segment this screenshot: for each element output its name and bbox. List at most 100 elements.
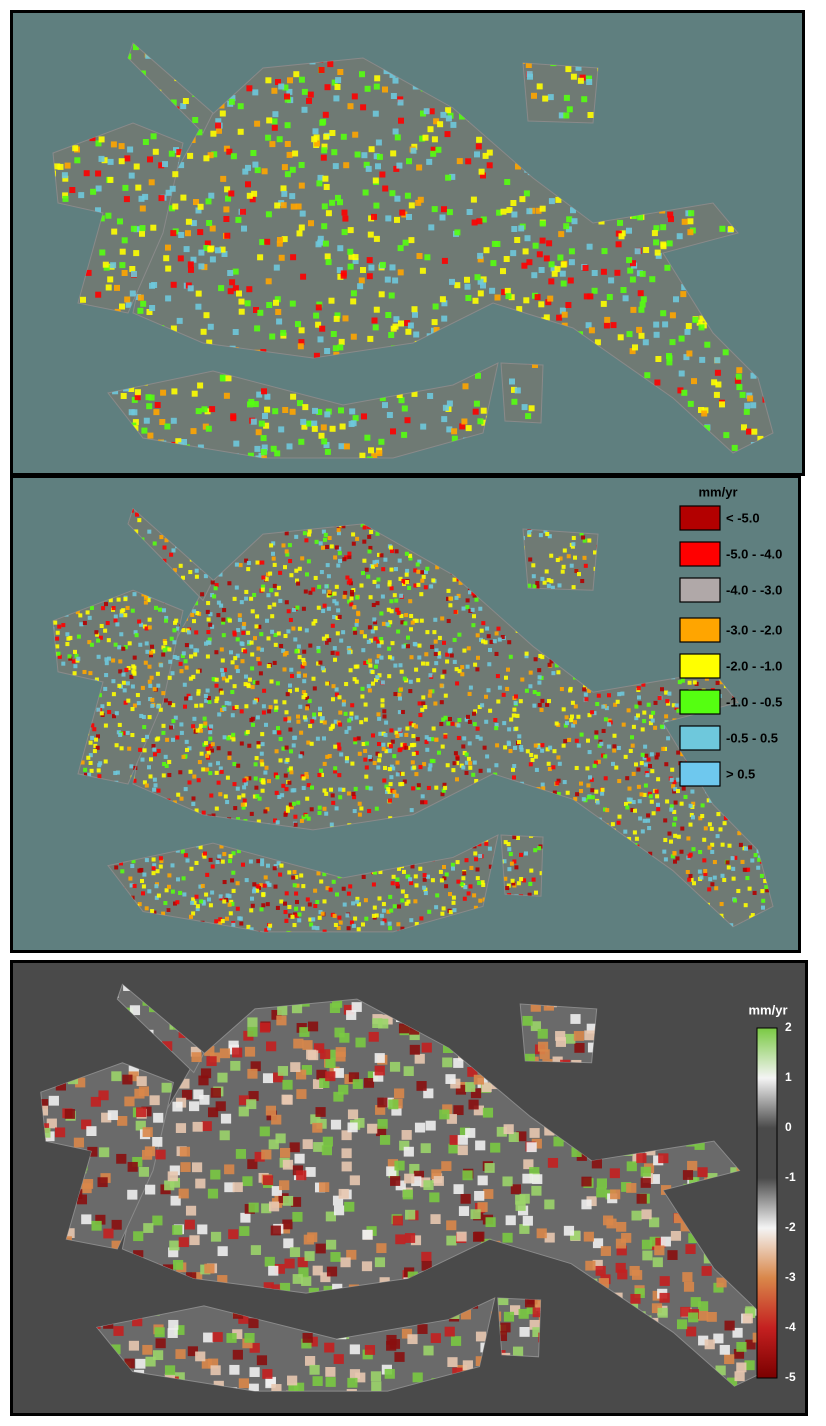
measurement-point xyxy=(474,779,479,784)
measurement-point xyxy=(539,237,546,244)
measurement-point xyxy=(240,659,245,664)
measurement-point xyxy=(214,770,219,775)
measurement-point xyxy=(82,669,87,675)
measurement-point xyxy=(493,718,498,723)
measurement-point xyxy=(103,723,108,728)
measurement-point xyxy=(108,598,113,603)
measurement-point xyxy=(527,73,533,80)
measurement-point xyxy=(540,743,545,748)
measurement-point xyxy=(197,203,204,210)
measurement-point xyxy=(130,225,137,232)
measurement-point xyxy=(407,322,414,329)
measurement-point xyxy=(427,393,434,399)
measurement-point xyxy=(643,247,650,253)
measurement-point xyxy=(568,259,575,266)
measurement-point xyxy=(193,652,198,657)
measurement-point xyxy=(562,780,567,785)
measurement-point xyxy=(161,730,166,735)
measurement-point xyxy=(265,134,272,141)
measurement-point xyxy=(113,642,118,647)
measurement-point xyxy=(143,417,150,424)
measurement-point xyxy=(337,551,342,556)
measurement-point xyxy=(507,727,512,732)
measurement-point xyxy=(412,765,417,770)
measurement-point xyxy=(450,721,455,726)
measurement-point xyxy=(325,544,330,549)
measurement-point xyxy=(478,898,483,903)
measurement-point xyxy=(475,143,482,150)
measurement-point xyxy=(628,748,633,753)
measurement-point xyxy=(465,425,472,432)
measurement-point xyxy=(360,104,367,111)
measurement-point xyxy=(478,768,483,773)
measurement-point xyxy=(564,715,569,720)
measurement-point xyxy=(102,261,109,268)
measurement-point xyxy=(570,207,576,214)
measurement-point xyxy=(359,452,366,458)
measurement-point xyxy=(454,595,459,600)
measurement-point xyxy=(107,176,114,183)
measurement-point xyxy=(152,777,157,782)
measurement-point xyxy=(504,179,511,185)
measurement-point xyxy=(225,893,230,898)
measurement-point xyxy=(317,805,322,810)
measurement-point xyxy=(427,909,432,914)
measurement-point xyxy=(236,628,241,633)
measurement-point xyxy=(666,701,671,706)
measurement-point xyxy=(586,738,590,743)
measurement-point xyxy=(715,834,720,839)
measurement-point xyxy=(337,746,342,751)
measurement-point xyxy=(435,893,440,898)
measurement-point xyxy=(332,163,339,170)
measurement-point xyxy=(604,706,609,711)
measurement-point xyxy=(681,284,688,291)
measurement-point xyxy=(111,228,118,235)
measurement-point xyxy=(419,916,424,921)
measurement-point xyxy=(536,83,543,90)
measurement-point xyxy=(452,761,457,766)
measurement-point xyxy=(686,836,691,841)
measurement-point xyxy=(380,698,385,703)
measurement-point xyxy=(341,229,348,236)
measurement-point xyxy=(385,789,389,794)
measurement-point xyxy=(676,777,681,782)
measurement-point xyxy=(600,787,605,792)
measurement-point xyxy=(686,350,693,357)
measurement-point xyxy=(750,372,757,379)
measurement-point xyxy=(154,402,161,408)
measurement-point xyxy=(99,249,106,256)
measurement-point xyxy=(362,558,367,563)
measurement-point xyxy=(683,794,688,799)
measurement-point xyxy=(420,423,427,430)
measurement-point xyxy=(317,336,324,343)
measurement-point xyxy=(743,408,750,415)
measurement-point xyxy=(419,135,426,142)
measurement-point xyxy=(476,218,483,225)
measurement-point xyxy=(424,652,429,657)
measurement-point xyxy=(322,589,326,594)
measurement-point xyxy=(89,605,94,610)
measurement-point xyxy=(321,203,328,210)
measurement-point xyxy=(655,252,662,259)
measurement-point xyxy=(314,539,319,544)
measurement-point xyxy=(118,669,123,674)
measurement-point xyxy=(731,444,738,451)
measurement-point xyxy=(132,883,137,889)
measurement-point xyxy=(388,332,395,338)
measurement-point xyxy=(451,428,458,435)
measurement-point xyxy=(264,577,269,582)
measurement-point xyxy=(437,635,442,640)
measurement-point xyxy=(191,911,196,916)
measurement-point xyxy=(354,679,359,684)
measurement-point xyxy=(533,743,538,748)
measurement-point xyxy=(532,362,538,368)
measurement-point xyxy=(164,615,169,620)
measurement-point xyxy=(481,639,485,644)
measurement-point xyxy=(198,884,203,889)
measurement-point xyxy=(411,751,416,756)
measurement-point xyxy=(187,152,194,159)
measurement-point xyxy=(548,278,555,285)
measurement-point xyxy=(302,404,309,411)
measurement-point xyxy=(459,423,466,430)
measurement-point xyxy=(262,688,267,693)
